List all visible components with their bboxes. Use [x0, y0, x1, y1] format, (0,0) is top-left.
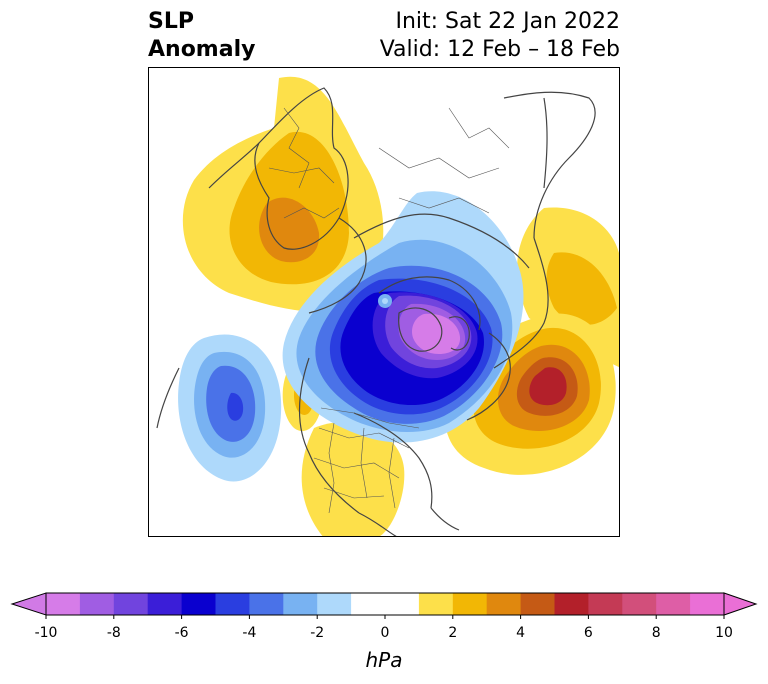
colorbar-extend-low: [10, 592, 47, 616]
colorbar-segment: [181, 593, 216, 615]
anomaly-atlantic-positive: [445, 313, 616, 475]
colorbar-segment: [588, 593, 623, 615]
anomaly-us-positive: [301, 422, 405, 536]
title-field: Anomaly: [148, 37, 256, 62]
coastlines: [156, 87, 596, 536]
colorbar: [10, 592, 758, 619]
valid-range-label: Valid: 12 Feb – 18 Feb: [379, 37, 620, 62]
colorbar-tick-label: 6: [583, 625, 593, 641]
colorbar-tick-label: -2: [310, 625, 325, 641]
anomaly-pacific-negative: [178, 334, 282, 482]
plot-title-right: Init: Sat 22 Jan 2022 Valid: 12 Feb – 18…: [380, 8, 620, 64]
plot-title-left: SLP Anomaly: [148, 8, 255, 64]
colorbar-unit-label: hPa: [365, 648, 403, 672]
colorbar-tick-label: 0: [380, 625, 390, 641]
colorbar-tick-label: 10: [715, 625, 733, 641]
colorbar-tick-label: -8: [106, 625, 121, 641]
init-date-label: Init: Sat 22 Jan 2022: [395, 9, 620, 34]
country-borders: [268, 107, 510, 514]
colorbar-segment: [486, 593, 522, 615]
colorbar-segment: [452, 593, 488, 615]
colorbar-tick-label: -6: [174, 625, 189, 641]
colorbar-tick-label: -10: [34, 625, 58, 641]
colorbar-segment: [215, 593, 250, 615]
colorbar-segment: [283, 593, 318, 615]
anomaly-arctic-negative: [282, 191, 524, 443]
colorbar-segment: [385, 593, 420, 615]
colorbar-extend-high: [723, 592, 758, 616]
anomaly-asia-positive: [517, 207, 619, 368]
colorbar-tick-label: 8: [651, 625, 661, 641]
colorbar-segment: [622, 593, 657, 615]
colorbar-segment: [46, 593, 81, 615]
title-variable: SLP: [148, 9, 194, 34]
colorbar-segment: [656, 593, 691, 615]
colorbar-segment: [554, 593, 589, 615]
colorbar-segment: [351, 593, 386, 615]
colorbar-segment: [317, 593, 352, 615]
colorbar-segment: [690, 593, 725, 615]
colorbar-tick-label: -4: [242, 625, 257, 641]
map-canvas: [156, 76, 619, 536]
colorbar-segment: [79, 593, 115, 615]
colorbar-segment: [113, 593, 149, 615]
colorbar-segment: [418, 593, 454, 615]
colorbar-segment: [520, 593, 555, 615]
colorbar-segment: [249, 593, 284, 615]
colorbar-tick-label: 4: [516, 625, 526, 641]
colorbar-segment: [147, 593, 183, 615]
colorbar-tick-label: 2: [448, 625, 458, 641]
map-panel: [148, 67, 620, 537]
